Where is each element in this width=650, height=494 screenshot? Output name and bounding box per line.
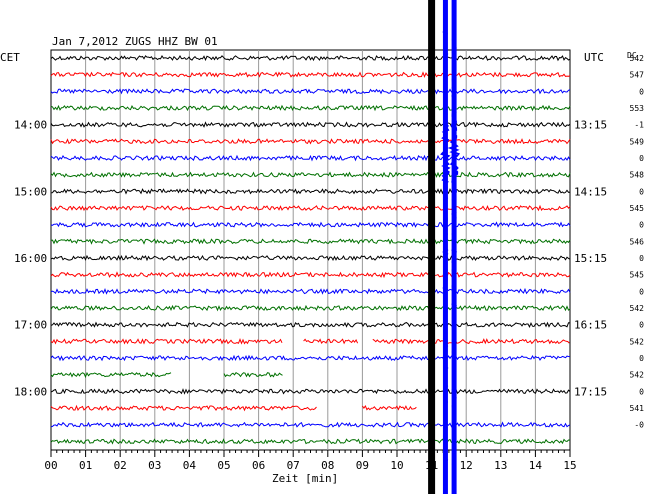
seismic-trace xyxy=(50,204,571,212)
seismic-trace xyxy=(361,404,417,411)
chart-title: Jan 7,2012 ZUGS HHZ BW 01 xyxy=(52,35,218,48)
seismic-trace xyxy=(50,354,571,362)
seismic-trace xyxy=(372,338,570,345)
dc-offset-value: 0 xyxy=(639,254,644,263)
dc-offset-value: 549 xyxy=(630,137,645,146)
dc-offset-value: 0 xyxy=(639,287,644,296)
seismic-trace xyxy=(50,404,317,412)
seismic-trace xyxy=(50,138,571,145)
seismic-trace xyxy=(50,188,571,195)
dc-offset-value: 545 xyxy=(630,204,645,213)
x-tick-label: 05 xyxy=(217,459,230,472)
x-tick-label: 08 xyxy=(321,459,334,472)
x-axis-label: Zeit [min] xyxy=(272,472,338,485)
seismic-trace xyxy=(223,372,283,378)
dc-offset-value: 547 xyxy=(630,71,645,80)
dc-offset-value: 542 xyxy=(630,371,645,380)
seismic-trace xyxy=(50,438,571,445)
dc-offset-value: 542 xyxy=(630,304,645,313)
seismic-trace xyxy=(50,371,172,379)
seismic-trace xyxy=(50,88,571,95)
cet-hour-label: 18:00 xyxy=(14,385,47,398)
x-tick-label: 10 xyxy=(390,459,403,472)
seismic-trace xyxy=(50,238,571,245)
seismic-trace xyxy=(50,121,571,128)
dc-offset-value: 548 xyxy=(630,171,645,180)
seismic-trace xyxy=(50,287,571,295)
dc-header: DC xyxy=(627,51,637,60)
seismic-trace xyxy=(50,321,571,328)
x-tick-label: 00 xyxy=(44,459,57,472)
seismic-trace xyxy=(50,421,571,428)
utc-hour-label: 16:15 xyxy=(574,319,607,332)
dc-offset-value: 0 xyxy=(639,221,644,230)
x-tick-label: 06 xyxy=(252,459,265,472)
dc-offset-value: 0 xyxy=(639,87,644,96)
utc-label: UTC xyxy=(584,51,604,64)
x-tick-label: 12 xyxy=(460,459,473,472)
dc-offset-value: 0 xyxy=(639,321,644,330)
seismic-trace xyxy=(303,338,359,345)
seismic-trace xyxy=(50,104,571,112)
cet-hour-label: 16:00 xyxy=(14,252,47,265)
seismic-trace xyxy=(50,221,571,228)
utc-hour-label: 13:15 xyxy=(574,119,607,132)
dc-offset-value: 0 xyxy=(639,154,644,163)
dc-offset-value: -0 xyxy=(634,421,644,430)
event-waveform xyxy=(447,29,461,469)
x-tick-label: 03 xyxy=(148,459,161,472)
dc-offset-value: 553 xyxy=(630,104,645,113)
utc-hour-label: 15:15 xyxy=(574,252,607,265)
dc-offset-value: -1 xyxy=(634,121,644,130)
seismic-trace xyxy=(50,154,571,162)
x-tick-label: 13 xyxy=(494,459,507,472)
x-tick-label: 07 xyxy=(287,459,300,472)
cet-label: CET xyxy=(0,51,20,64)
seismic-trace xyxy=(50,171,571,178)
dc-offset-value: 546 xyxy=(630,237,645,246)
utc-hour-label: 17:15 xyxy=(574,385,607,398)
x-tick-label: 02 xyxy=(114,459,127,472)
x-tick-label: 01 xyxy=(79,459,92,472)
dc-offset-value: 0 xyxy=(639,387,644,396)
seismic-trace xyxy=(50,254,571,262)
cet-hour-label: 15:00 xyxy=(14,185,47,198)
x-tick-label: 04 xyxy=(183,459,197,472)
seismic-trace xyxy=(50,388,571,395)
dc-offset-value: 0 xyxy=(639,187,644,196)
seismic-trace xyxy=(50,54,571,62)
seismic-trace xyxy=(50,71,571,78)
dc-offset-value: 542 xyxy=(630,337,645,346)
cet-hour-label: 14:00 xyxy=(14,119,47,132)
x-tick-label: 09 xyxy=(356,459,369,472)
event-waveform xyxy=(440,29,451,469)
dc-offset-value: 545 xyxy=(630,271,645,280)
utc-hour-label: 14:15 xyxy=(574,185,607,198)
seismic-trace xyxy=(50,338,283,345)
plot-area: 0001020304050607080910111213141514:0015:… xyxy=(14,0,644,494)
x-tick-label: 15 xyxy=(563,459,576,472)
dc-offset-value: 542 xyxy=(630,54,645,63)
dc-offset-value: 0 xyxy=(639,354,644,363)
dc-offset-value: 541 xyxy=(630,404,645,413)
seismic-trace xyxy=(50,304,571,312)
x-tick-label: 14 xyxy=(529,459,543,472)
seismic-trace xyxy=(50,271,571,279)
cet-hour-label: 17:00 xyxy=(14,319,47,332)
